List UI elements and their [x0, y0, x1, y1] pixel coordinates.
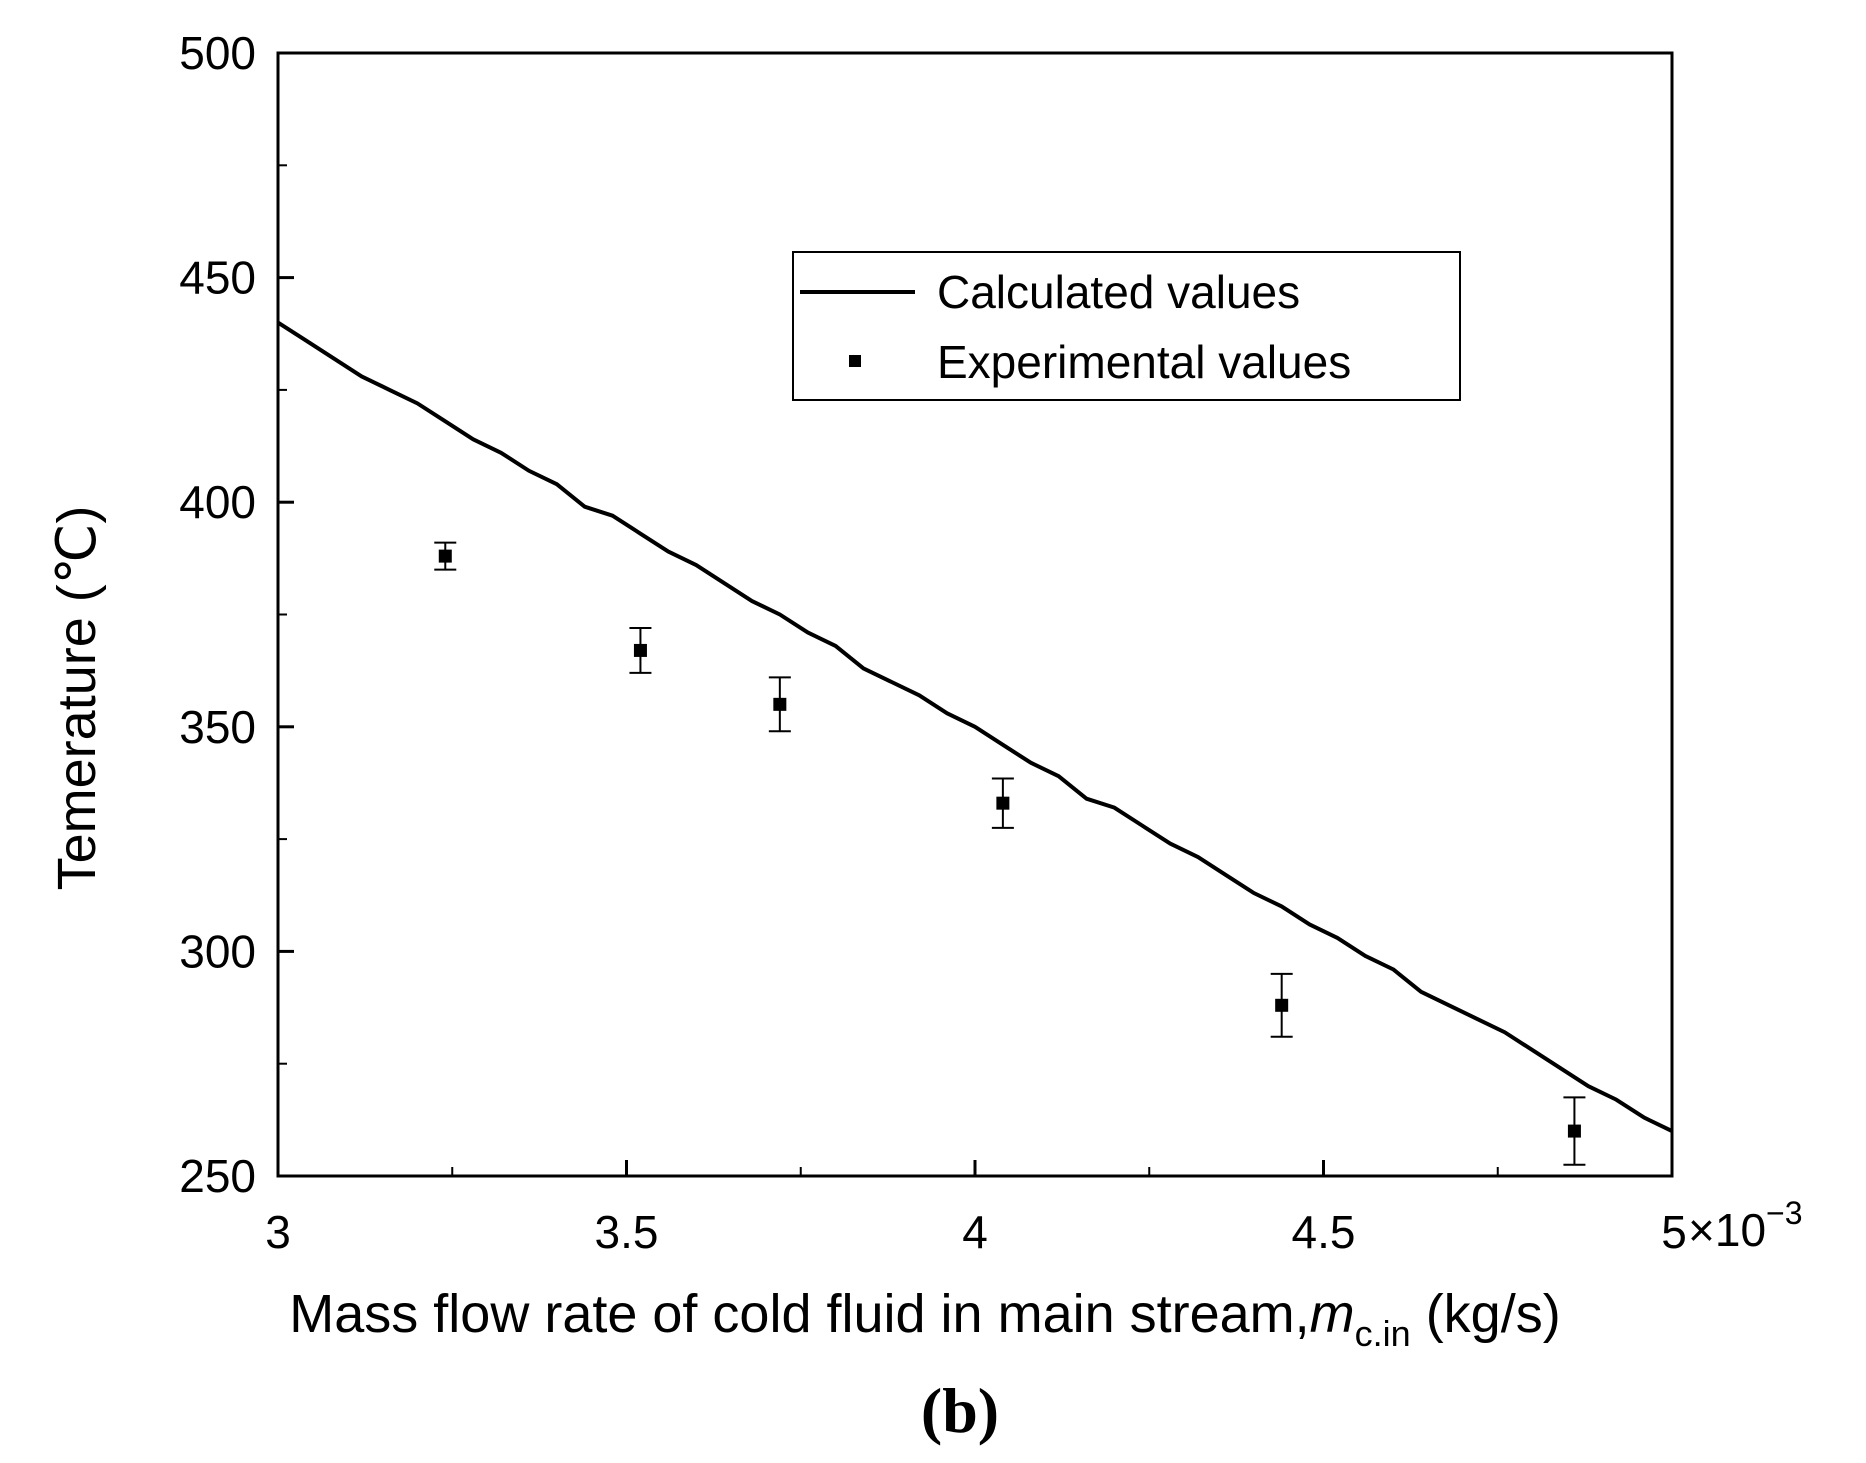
y-tick-label: 450	[179, 252, 256, 304]
legend-marker-swatch	[849, 355, 861, 367]
calculated-values-line	[276, 320, 1673, 1133]
x-axis-multiplier: ×10−3	[1688, 1195, 1803, 1256]
x-tick-label: 5	[1661, 1206, 1687, 1258]
experimental-marker	[773, 697, 787, 711]
y-tick-label: 250	[179, 1150, 256, 1202]
plot-frame	[276, 51, 1674, 1178]
experimental-marker	[1275, 998, 1289, 1012]
x-tick-label: 4.5	[1292, 1206, 1356, 1258]
y-tick-label: 400	[179, 476, 256, 528]
experimental-point	[629, 626, 652, 674]
experimental-point	[434, 541, 457, 571]
experimental-point	[991, 777, 1014, 829]
y-tick-label: 350	[179, 701, 256, 753]
y-axis-title: Temerature (℃)	[47, 506, 107, 891]
tick-labels: 3 3.5 4 4.5 5 250 300 350 400 450 500	[179, 27, 1687, 1258]
y-tick-label: 500	[179, 27, 256, 79]
x-tick-label: 4	[962, 1206, 988, 1258]
experimental-point	[1563, 1096, 1586, 1166]
legend-label-calculated: Calculated values	[937, 266, 1300, 318]
x-axis-title-symbol: m	[1310, 1284, 1355, 1344]
experimental-marker	[1567, 1124, 1581, 1138]
x-axis-title-text: Mass flow rate of cold fluid in main str…	[289, 1284, 1309, 1344]
legend: Calculated values Experimental values	[792, 251, 1461, 401]
x-tick-label: 3.5	[595, 1206, 659, 1258]
panel-label: (b)	[921, 1375, 999, 1446]
x-tick-label: 3	[265, 1206, 291, 1258]
experimental-marker	[438, 549, 452, 563]
x-axis-multiplier-exponent: −3	[1766, 1195, 1802, 1231]
legend-label-experimental: Experimental values	[937, 336, 1351, 388]
x-axis-title-subscript: c.in	[1355, 1313, 1411, 1354]
x-axis-title: Mass flow rate of cold fluid in main str…	[289, 1284, 1560, 1354]
plot-area	[276, 51, 1674, 1178]
experimental-point	[1270, 972, 1293, 1038]
experimental-point	[768, 676, 791, 733]
x-axis-multiplier-base: ×10	[1688, 1204, 1766, 1256]
x-axis-title-unit: (kg/s)	[1411, 1284, 1561, 1344]
experimental-marker	[996, 796, 1010, 810]
experimental-marker	[633, 643, 647, 657]
axis-ticks	[276, 51, 1674, 1178]
legend-box	[792, 251, 1461, 401]
y-tick-label: 300	[179, 925, 256, 977]
